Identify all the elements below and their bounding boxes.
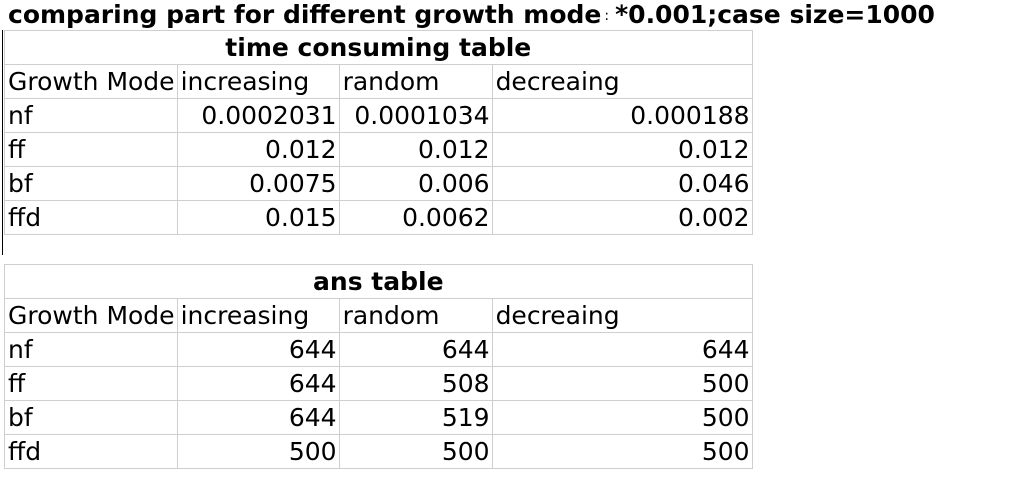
table-row: ff 644 508 500 bbox=[4, 366, 753, 401]
header-cell[interactable]: increasing bbox=[176, 64, 340, 99]
table-row: nf 644 644 644 bbox=[4, 332, 753, 367]
heading-left: comparing part for different growth mode bbox=[8, 0, 602, 29]
value-cell[interactable]: 500 bbox=[491, 366, 753, 401]
value-cell[interactable]: 500 bbox=[491, 400, 753, 435]
table-row: bf 644 519 500 bbox=[4, 400, 753, 435]
table-title: time consuming table bbox=[4, 30, 753, 65]
value-cell[interactable]: 508 bbox=[338, 366, 493, 401]
ans-table: ans table Growth Mode increasing random … bbox=[4, 264, 753, 469]
value-cell[interactable]: 644 bbox=[338, 332, 493, 367]
row-label-cell[interactable]: bf bbox=[4, 166, 178, 201]
value-cell[interactable]: 0.000188 bbox=[491, 98, 753, 133]
heading-right: *0.001;case size=1000 bbox=[615, 0, 935, 29]
header-row: Growth Mode increasing random decreaing bbox=[4, 298, 753, 333]
header-cell[interactable]: decreaing bbox=[491, 298, 753, 333]
value-cell[interactable]: 0.002 bbox=[491, 200, 753, 235]
value-cell[interactable]: 644 bbox=[176, 400, 340, 435]
table-title: ans table bbox=[4, 264, 753, 299]
value-cell[interactable]: 644 bbox=[176, 366, 340, 401]
header-cell[interactable]: Growth Mode bbox=[4, 298, 178, 333]
header-row: Growth Mode increasing random decreaing bbox=[4, 64, 753, 99]
row-label-cell[interactable]: nf bbox=[4, 332, 178, 367]
table-row: nf 0.0002031 0.0001034 0.000188 bbox=[4, 98, 753, 133]
table-row: bf 0.0075 0.006 0.046 bbox=[4, 166, 753, 201]
table-row: ff 0.012 0.012 0.012 bbox=[4, 132, 753, 167]
value-cell[interactable]: 0.0001034 bbox=[338, 98, 493, 133]
row-label-cell[interactable]: ff bbox=[4, 132, 178, 167]
table-row: ffd 0.015 0.0062 0.002 bbox=[4, 200, 753, 235]
value-cell[interactable]: 519 bbox=[338, 400, 493, 435]
sheet-left-border bbox=[2, 30, 3, 255]
value-cell[interactable]: 0.006 bbox=[338, 166, 493, 201]
row-label-cell[interactable]: bf bbox=[4, 400, 178, 435]
value-cell[interactable]: 0.046 bbox=[491, 166, 753, 201]
value-cell[interactable]: 500 bbox=[176, 434, 340, 469]
header-cell[interactable]: decreaing bbox=[491, 64, 753, 99]
value-cell[interactable]: 0.0062 bbox=[338, 200, 493, 235]
value-cell[interactable]: 0.012 bbox=[176, 132, 340, 167]
value-cell[interactable]: 0.0075 bbox=[176, 166, 340, 201]
header-cell[interactable]: Growth Mode bbox=[4, 64, 178, 99]
value-cell[interactable]: 0.012 bbox=[338, 132, 493, 167]
heading-separator: : bbox=[604, 8, 610, 24]
value-cell[interactable]: 500 bbox=[338, 434, 493, 469]
header-cell[interactable]: random bbox=[338, 298, 493, 333]
row-label-cell[interactable]: ffd bbox=[4, 434, 178, 469]
sheet-heading: comparing part for different growth mode… bbox=[8, 0, 935, 30]
row-label-cell[interactable]: nf bbox=[4, 98, 178, 133]
value-cell[interactable]: 644 bbox=[176, 332, 340, 367]
row-label-cell[interactable]: ff bbox=[4, 366, 178, 401]
value-cell[interactable]: 0.0002031 bbox=[176, 98, 340, 133]
value-cell[interactable]: 500 bbox=[491, 434, 753, 469]
header-cell[interactable]: increasing bbox=[176, 298, 340, 333]
header-cell[interactable]: random bbox=[338, 64, 493, 99]
row-label-cell[interactable]: ffd bbox=[4, 200, 178, 235]
value-cell[interactable]: 0.015 bbox=[176, 200, 340, 235]
value-cell[interactable]: 644 bbox=[491, 332, 753, 367]
value-cell[interactable]: 0.012 bbox=[491, 132, 753, 167]
table-row: ffd 500 500 500 bbox=[4, 434, 753, 469]
time-consuming-table: time consuming table Growth Mode increas… bbox=[4, 30, 753, 235]
